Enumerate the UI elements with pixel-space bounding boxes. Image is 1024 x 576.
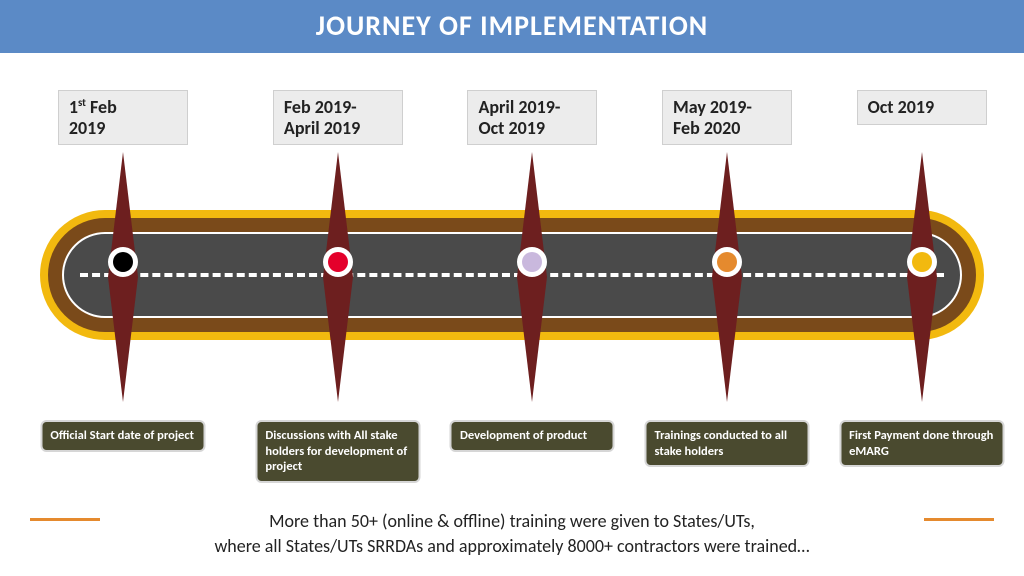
milestone-diamond <box>108 152 138 402</box>
footer-line1: More than 50+ (online & offline) trainin… <box>269 510 755 532</box>
milestone-desc: Development of product <box>450 420 615 452</box>
footer-text: More than 50+ (online & offline) trainin… <box>0 509 1024 558</box>
road-dash <box>80 273 944 277</box>
date-box: May 2019- Feb 2020 <box>662 90 792 145</box>
milestone-diamond <box>712 152 742 402</box>
milestone-dot <box>717 252 737 272</box>
milestone-dot <box>912 252 932 272</box>
page-title: JOURNEY OF IMPLEMENTATION <box>0 0 1024 53</box>
milestone-diamond <box>907 152 937 402</box>
date-box: 1st Feb2019 <box>58 90 188 145</box>
date-box: Feb 2019- April 2019 <box>273 90 403 145</box>
date-box: April 2019- Oct 2019 <box>467 90 597 145</box>
milestone-dot <box>328 252 348 272</box>
milestone-dot <box>522 252 542 272</box>
milestone-desc: Official Start date of project <box>40 420 205 452</box>
milestone-desc: First Payment done through eMARG <box>839 420 1004 467</box>
date-box: Oct 2019 <box>857 90 987 125</box>
milestone-desc: Discussions with All stake holders for d… <box>255 420 420 483</box>
milestone-diamond <box>517 152 547 402</box>
milestone-desc: Trainings conducted to all stake holders <box>645 420 810 467</box>
milestone-diamond <box>323 152 353 402</box>
road-timeline <box>40 210 984 340</box>
footer-line2: where all States/UTs SRRDAs and approxim… <box>214 535 809 557</box>
milestone-dot <box>113 252 133 272</box>
